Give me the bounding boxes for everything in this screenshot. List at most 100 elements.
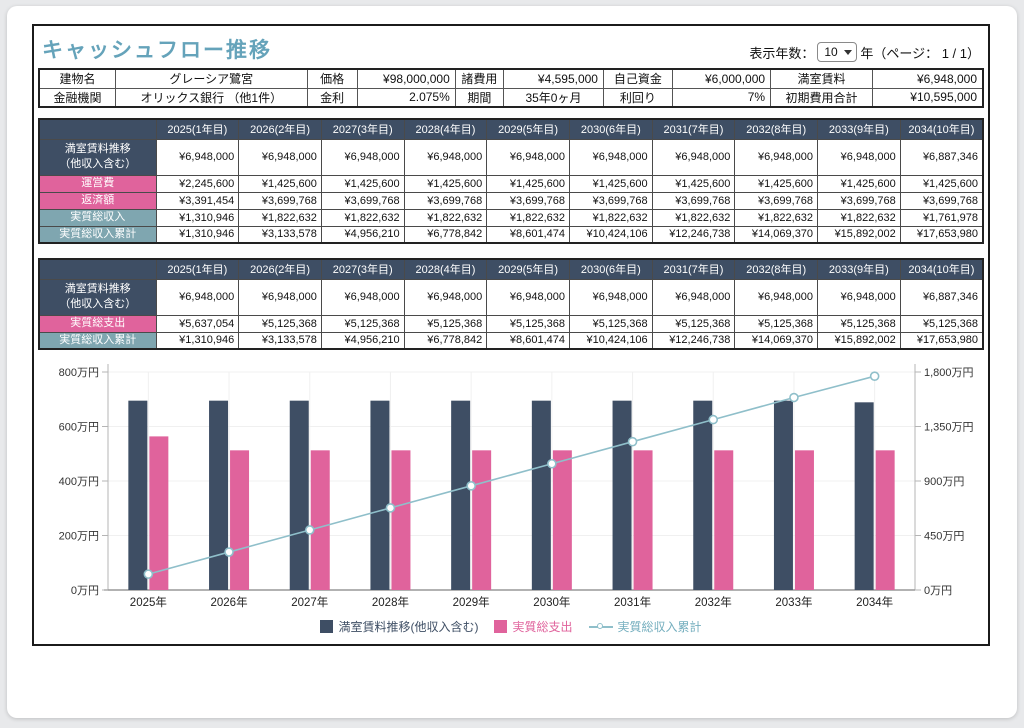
line-marker	[466, 481, 476, 491]
info-row: 金融機関 オリックス銀行 （他1件） 金利 2.075% 期間 35年0ヶ月 利回り 7% 初期…	[38, 87, 984, 108]
cell-value: ¥5,125,368	[403, 314, 488, 333]
display-controls: 表示年数： 10 年 （ページ： 1 / 1）	[749, 42, 980, 62]
cell-value: ¥10,424,106	[568, 225, 653, 244]
cashflow-table-1: 2025(1年目) 2026(2年目) 2027(3年目) 2028(4年目) 2029…	[38, 118, 984, 244]
cell-value: ¥6,948,000	[568, 278, 653, 316]
year-header: 2028(4年目)	[403, 258, 488, 280]
x-axis-label: 2034年	[856, 595, 893, 608]
bar-rent	[128, 400, 148, 590]
info-label: 自己資金	[602, 68, 673, 89]
info-value: グレーシア鷺宮	[114, 68, 308, 89]
line-marker	[224, 547, 234, 557]
right-tick-label: 0万円	[924, 585, 952, 597]
cashflow-chart-svg: 0万円 200万円 400万円 600万円 800万円 0万円 450万円 900万円 1,35…	[59, 364, 974, 609]
cell-value: ¥5,637,054	[155, 314, 240, 333]
cell-value: ¥5,125,368	[238, 314, 322, 333]
cell-value: ¥6,948,000	[568, 138, 653, 176]
cell-value: ¥6,948,000	[817, 278, 901, 316]
right-tick-label: 1,800万円	[924, 367, 974, 379]
year-header: 2030(6年目)	[568, 118, 653, 140]
cell-value: ¥1,822,632	[734, 208, 819, 227]
cell-value: ¥1,310,946	[155, 208, 240, 227]
cell-value: ¥8,601,474	[486, 331, 570, 350]
cell-value: ¥8,601,474	[486, 225, 570, 244]
cell-value: ¥6,778,842	[403, 331, 488, 350]
chevron-down-icon	[844, 49, 853, 55]
info-label: 利回り	[602, 87, 673, 108]
right-tick-label: 1,350万円	[924, 422, 974, 434]
year-header-row: 2025(1年目) 2026(2年目) 2027(3年目) 2028(4年目) 2029…	[38, 118, 984, 140]
page-indicator: （ページ： 1 / 1）	[873, 45, 980, 61]
cell-value: ¥6,948,000	[155, 138, 240, 176]
cell-value: ¥1,822,632	[568, 208, 653, 227]
year-header: 2031(7年目)	[651, 258, 736, 280]
cell-value: ¥6,948,000	[320, 278, 405, 316]
property-info-table: 建物名 グレーシア鷺宮 価格 ¥98,000,000 諸費用 ¥4,595,000 自己資金…	[38, 68, 984, 108]
cell-value: ¥6,948,000	[320, 138, 405, 176]
cashflow-table-2: 2025(1年目) 2026(2年目) 2027(3年目) 2028(4年目) 2029…	[38, 258, 984, 350]
info-row: 建物名 グレーシア鷺宮 価格 ¥98,000,000 諸費用 ¥4,595,000 自己資金…	[38, 68, 984, 89]
left-tick-label: 800万円	[59, 367, 99, 379]
legend-square-icon	[320, 620, 334, 633]
cell-value: ¥1,425,600	[238, 174, 322, 193]
cell-value: ¥1,425,600	[486, 174, 570, 193]
cell-value: ¥1,822,632	[486, 208, 570, 227]
cell-value: ¥1,425,600	[817, 174, 901, 193]
legend-label: 満室賃料推移(他収入含む)	[338, 620, 479, 634]
corner-cell	[38, 258, 157, 280]
info-label: 価格	[306, 68, 358, 89]
display-years-select[interactable]: 10	[817, 42, 858, 62]
bar-expense	[875, 450, 895, 590]
x-axis-label: 2032年	[695, 595, 732, 608]
bar-expense	[714, 450, 734, 590]
cell-value: ¥1,822,632	[403, 208, 488, 227]
years-suffix: 年	[860, 45, 874, 61]
cell-value: ¥3,699,768	[651, 191, 736, 210]
legend-label: 実質総収入累計	[617, 620, 702, 634]
bar-rent	[209, 400, 229, 590]
cumulative-line	[148, 375, 875, 575]
row-label: 実質総収入累計	[38, 225, 157, 244]
x-axis-label: 2031年	[614, 595, 651, 608]
cashflow-chart: 0万円 200万円 400万円 600万円 800万円 0万円 450万円 900万円 1,35…	[35, 356, 985, 609]
year-header: 2027(3年目)	[320, 258, 405, 280]
cell-value: ¥12,246,738	[651, 225, 736, 244]
x-axis-label: 2030年	[533, 595, 570, 608]
table-row: 実質総収入累計 ¥1,310,946 ¥3,133,578 ¥4,956,210 ¥6,…	[38, 331, 984, 350]
cell-value: ¥4,956,210	[320, 331, 405, 350]
cell-value: ¥1,761,978	[899, 208, 984, 227]
cell-value: ¥6,948,000	[155, 278, 240, 316]
cell-value: ¥3,699,768	[403, 191, 488, 210]
bar-expense	[633, 450, 653, 590]
line-marker	[708, 414, 719, 425]
line-marker	[789, 392, 799, 403]
year-header: 2029(5年目)	[486, 118, 570, 140]
cell-value: ¥6,778,842	[403, 225, 488, 244]
cell-value: ¥1,822,632	[651, 208, 736, 227]
bar-rent	[451, 400, 471, 590]
cell-value: ¥1,822,632	[817, 208, 901, 227]
cell-value: ¥5,125,368	[734, 314, 819, 333]
info-tbody: 建物名 グレーシア鷺宮 価格 ¥98,000,000 諸費用 ¥4,595,000 自己資金…	[38, 68, 984, 108]
info-label: 初期費用合計	[770, 87, 873, 108]
legend-item: 実質総支出	[494, 618, 573, 635]
year-header: 2033(9年目)	[817, 258, 901, 280]
cell-value: ¥1,425,600	[734, 174, 819, 193]
cell-value: ¥10,424,106	[568, 331, 653, 350]
info-value: ¥4,595,000	[502, 68, 604, 89]
cell-value: ¥6,887,346	[899, 138, 984, 176]
cell-value: ¥1,425,600	[568, 174, 653, 193]
info-value: オリックス銀行 （他1件）	[114, 87, 308, 108]
year-header: 2032(8年目)	[734, 258, 819, 280]
bar-rent	[370, 400, 390, 590]
bar-rent	[693, 400, 713, 590]
info-label: 金利	[306, 87, 358, 108]
row-label: 満室賃料推移 （他収入含む）	[38, 138, 157, 176]
year-header: 2032(8年目)	[734, 118, 819, 140]
bar-expense	[472, 450, 492, 590]
cell-value: ¥3,699,768	[486, 191, 570, 210]
cell-value: ¥5,125,368	[320, 314, 405, 333]
row-label: 実質総収入累計	[38, 331, 157, 350]
cell-value: ¥6,948,000	[238, 278, 322, 316]
year-header: 2034(10年目)	[899, 118, 984, 140]
